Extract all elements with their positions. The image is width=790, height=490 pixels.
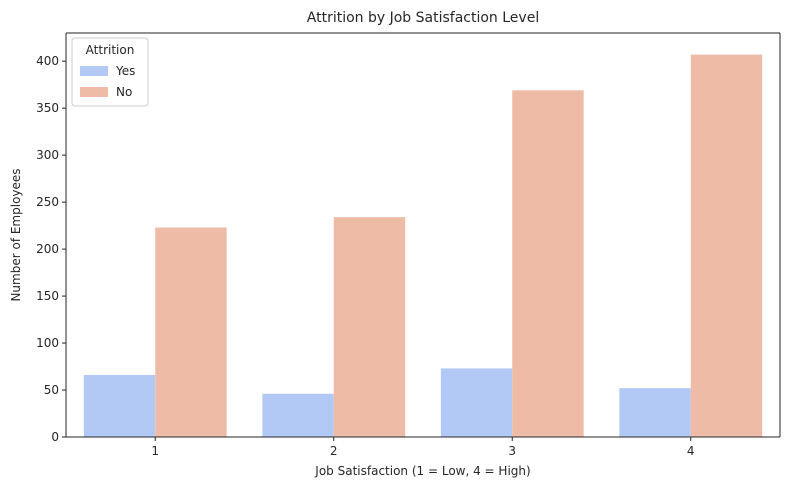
y-tick-label: 150 (36, 289, 59, 303)
bar-no-2 (333, 217, 406, 437)
legend: Attrition Yes No (71, 37, 149, 107)
y-axis-label: Number of Employees (9, 168, 23, 301)
bar-yes-4 (619, 388, 691, 437)
x-axis-label: Job Satisfaction (1 = Low, 4 = High) (314, 464, 530, 478)
bar-no-1 (155, 227, 227, 437)
bar-no-3 (512, 90, 584, 437)
y-tick-label: 400 (36, 54, 59, 68)
x-tick-label: 4 (687, 444, 695, 458)
bar-yes-2 (262, 393, 334, 437)
bar-yes-3 (440, 368, 513, 437)
legend-label-yes: Yes (115, 64, 135, 78)
bar-yes-1 (83, 374, 156, 437)
y-tick-label: 0 (51, 430, 59, 444)
chart-title: Attrition by Job Satisfaction Level (307, 10, 539, 26)
legend-title: Attrition (86, 43, 135, 57)
legend-swatch-yes (80, 66, 108, 76)
bar-no-4 (690, 54, 763, 437)
y-axis: 0 50 100 150 200 250 300 350 400 (36, 54, 66, 444)
y-tick-label: 300 (36, 148, 59, 162)
x-tick-label: 2 (330, 444, 338, 458)
x-tick-label: 1 (151, 444, 159, 458)
legend-swatch-no (80, 87, 108, 97)
y-tick-label: 100 (36, 336, 59, 350)
y-tick-label: 50 (44, 383, 59, 397)
y-tick-label: 250 (36, 195, 59, 209)
x-axis: 1 2 3 4 (151, 437, 695, 458)
legend-label-no: No (116, 85, 132, 99)
y-tick-label: 200 (36, 242, 59, 256)
y-tick-label: 350 (36, 101, 59, 115)
x-tick-label: 3 (508, 444, 516, 458)
plot-area (65, 32, 781, 438)
